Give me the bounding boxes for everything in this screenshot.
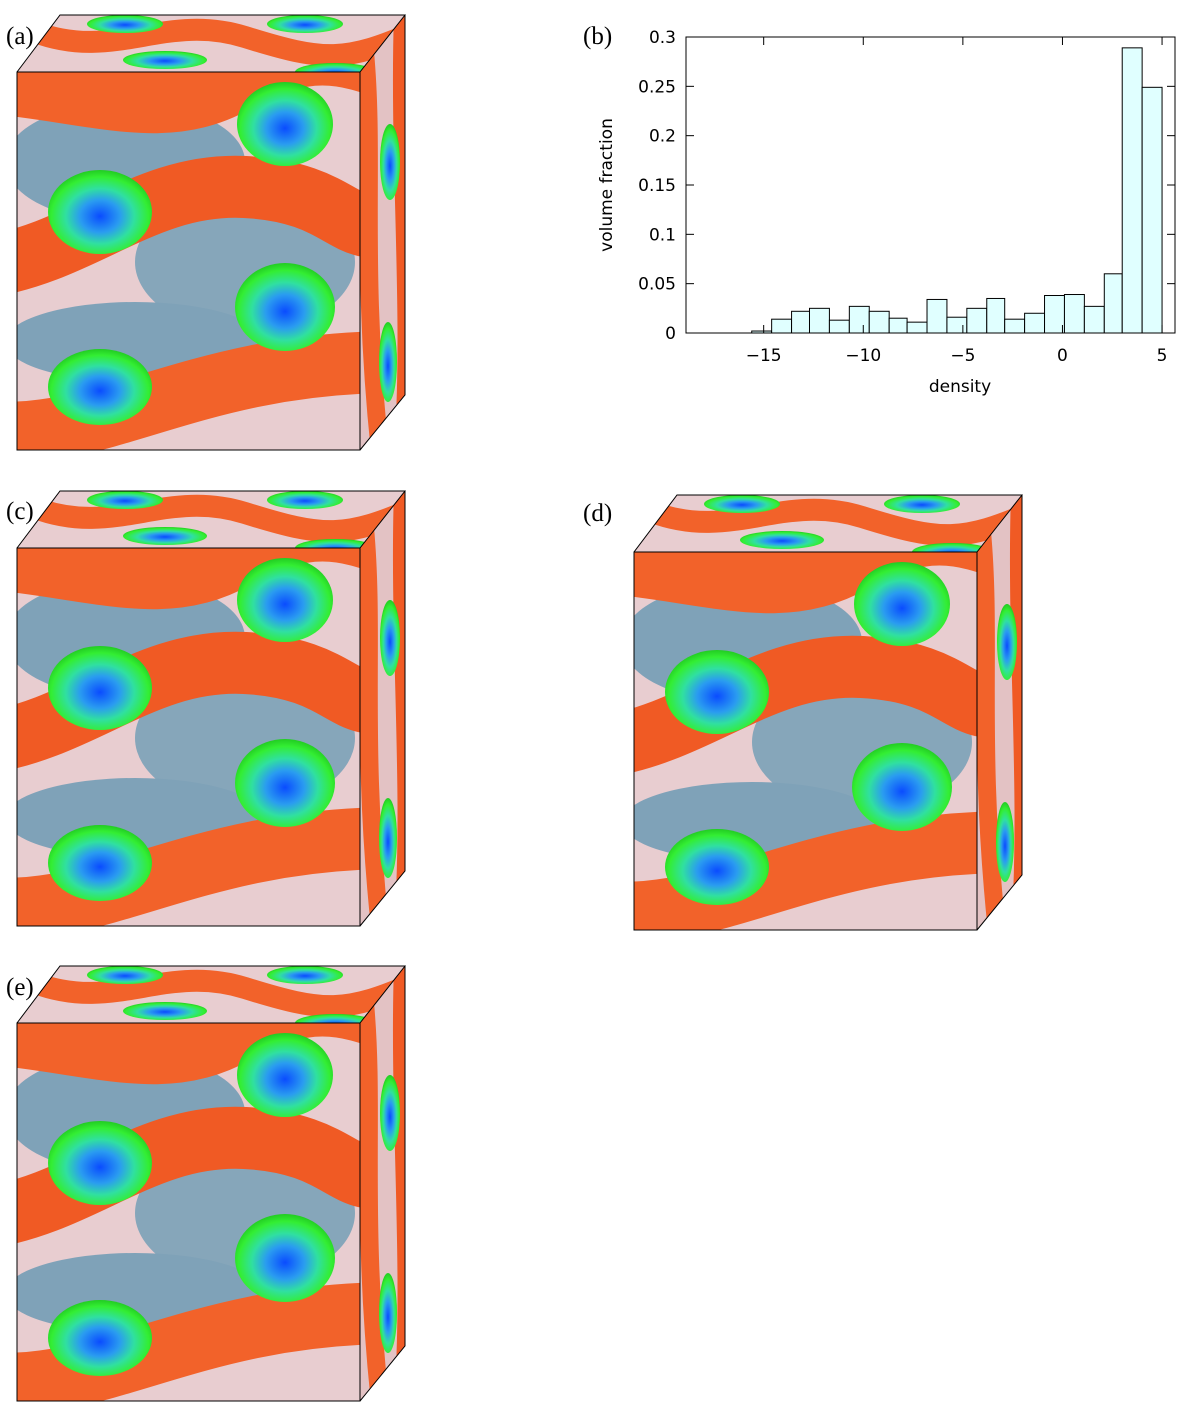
bar <box>1083 305 1105 334</box>
bar <box>946 316 968 334</box>
bar <box>1044 295 1065 334</box>
panel-label: (a) <box>6 23 34 50</box>
bar <box>1004 318 1026 334</box>
cube-render <box>0 488 415 933</box>
x-axis-label: density <box>929 377 991 397</box>
panel-label: (d) <box>583 500 612 527</box>
bar <box>966 307 988 334</box>
y-tick-label: 0.25 <box>638 77 676 97</box>
y-tick-label: 0.2 <box>649 127 676 147</box>
bar <box>1103 273 1123 334</box>
bar <box>906 321 928 334</box>
y-tick-label: 0 <box>665 324 676 344</box>
cube-render <box>602 492 1032 937</box>
x-tick-label: 5 <box>1157 346 1168 366</box>
bar <box>926 298 948 334</box>
bar <box>1063 294 1085 334</box>
panel-label: (c) <box>6 498 34 525</box>
bar <box>888 317 908 334</box>
y-axis-label: volume fraction <box>597 118 617 252</box>
y-tick-label: 0.05 <box>638 275 676 295</box>
bar <box>1024 312 1046 334</box>
bar <box>791 310 810 334</box>
panel-label: (b) <box>583 23 612 50</box>
bar <box>1141 86 1163 334</box>
panel-label: (e) <box>6 974 34 1001</box>
x-tick-label: −10 <box>845 346 881 366</box>
bar <box>848 305 870 334</box>
bar <box>808 307 830 334</box>
bar <box>771 318 793 334</box>
y-tick-label: 0.3 <box>649 28 676 48</box>
plot-frame <box>685 36 1176 334</box>
x-tick-label: −5 <box>950 346 975 366</box>
bar <box>986 297 1006 334</box>
y-tick-label: 0.1 <box>649 225 676 245</box>
bar <box>828 319 850 334</box>
bar <box>1121 47 1143 334</box>
y-tick-label: 0.15 <box>638 176 676 196</box>
x-tick-label: −15 <box>746 346 782 366</box>
bar <box>868 310 890 334</box>
cube-render <box>0 12 415 457</box>
x-tick-label: 0 <box>1057 346 1068 366</box>
cube-render <box>0 963 415 1405</box>
